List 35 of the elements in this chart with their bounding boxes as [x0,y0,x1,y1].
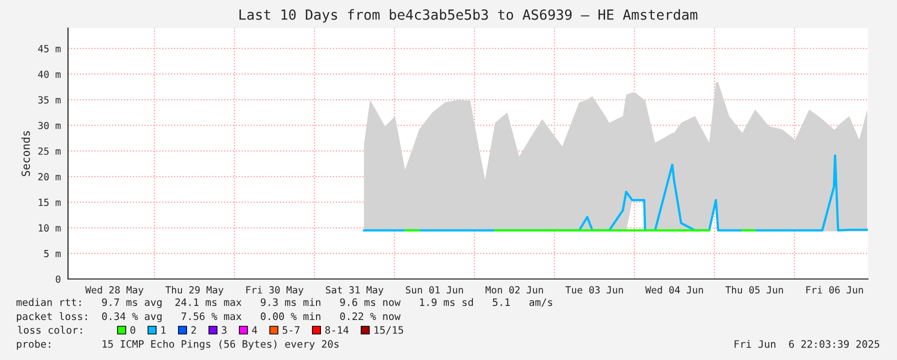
legend-title: loss color: [18,326,82,334]
x-tick-label: Sat 31 May [326,286,384,296]
y-tick-label: 0 [56,276,60,283]
x-tick-label: Mon 02 Jun [486,286,543,294]
y-tick-label: 40 m [38,70,61,78]
y-tick-label: 35 m [38,96,61,104]
y-tick-label: 15 m [38,198,61,206]
y-tick-label: 30 m [38,122,61,130]
x-tick-label: Fri 30 May [246,286,304,296]
x-tick-label: Sun 01 Jun [406,286,463,294]
y-tick-label: 20 m [38,173,61,180]
legend-label: 1 [161,326,166,334]
legend-label: 2 [191,326,196,334]
y-tick-label: 10 m [38,224,61,232]
text: probe: 15 ICMP Echo Pings (56 Bytes) every 20s [16,340,339,350]
x-tick-label: Wed 04 Jun [645,286,703,294]
text: packet loss: 0.34 % avg 7.56 % max 0.00 % min 0.22 % now [16,312,401,322]
x-tick-label: Tue 03 Jun [565,286,623,294]
legend-label: 0 [130,326,136,334]
chart-title: Last 10 Days from be4c3ab5e5b3 to AS6939 – HE Amsterdam [240,9,698,23]
x-tick-label: Wed 28 May [85,286,144,296]
x-tick-label: Thu 05 Jun [725,286,783,294]
text: Fri Jun 6 22:03:39 2025 [734,340,880,348]
y-tick-label: 5 m [44,250,61,258]
y-tick-label: 25 m [38,147,61,155]
x-tick-label: Fri 06 Jun [806,286,863,294]
y-tick-label: 45 m [38,45,61,52]
legend-label: 15/15 [374,326,404,335]
legend-label: 3 [222,326,226,334]
text: median rtt: 9.7 ms avg 24.1 ms max 9.3 ms min 9.6 ms now 1.9 ms sd 5.1 am/s [16,298,552,308]
y-axis-title: Seconds [21,131,30,176]
legend-label: 4 [252,326,258,334]
x-tick-label: Thu 29 May [165,286,224,296]
legend-label: 8-14 [325,326,349,334]
legend-label: 5-7 [282,326,300,334]
